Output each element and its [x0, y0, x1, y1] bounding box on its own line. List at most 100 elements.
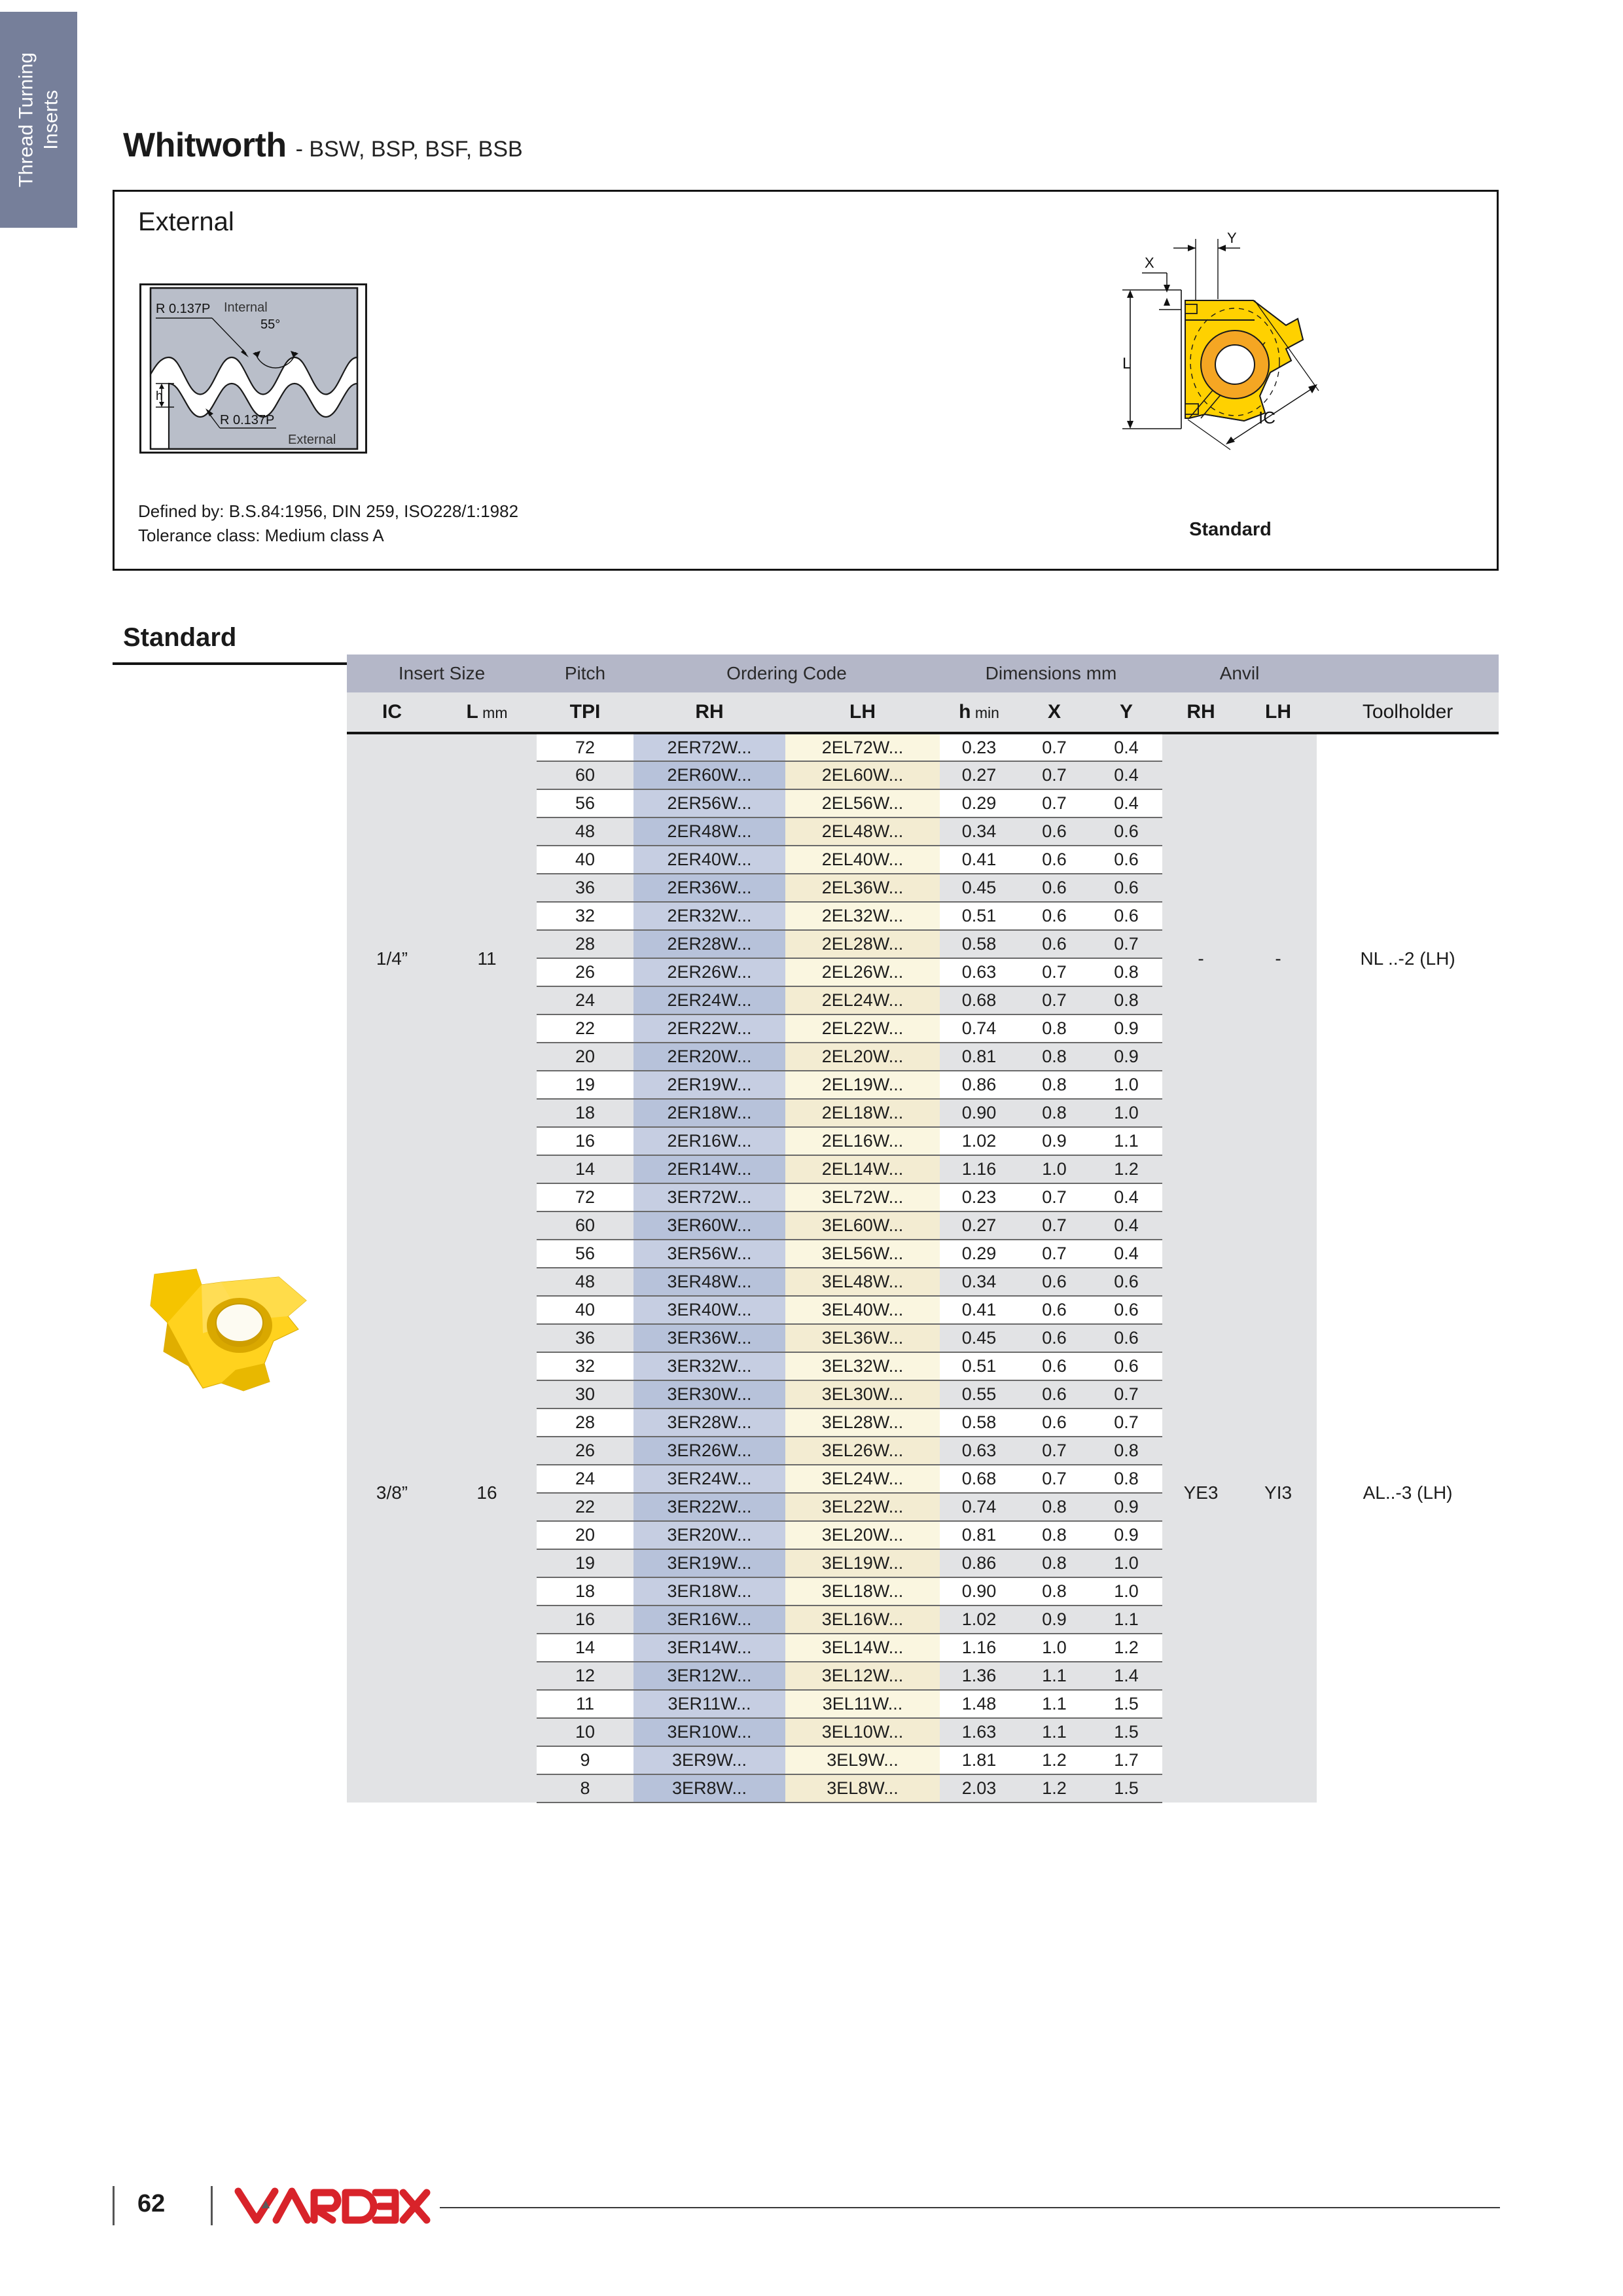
cell-ordering-code-lh: 3EL11W...	[785, 1690, 940, 1719]
cell-ordering-code-lh: 3EL28W...	[785, 1408, 940, 1437]
table-group-header-row: Insert Size Pitch Ordering Code Dimensio…	[347, 655, 1499, 692]
cell-dimension-y: 1.5	[1090, 1690, 1163, 1719]
section-tab-line2: Inserts	[40, 90, 62, 150]
cell-insert-size-l: 11	[437, 733, 537, 1183]
cell-ordering-code-rh: 3ER36W...	[633, 1324, 785, 1353]
cell-ordering-code-lh: 3EL20W...	[785, 1521, 940, 1550]
cell-dimension-x: 0.8	[1018, 1043, 1090, 1071]
table-row: 24 2ER24W... 2EL24W... 0.68 0.7 0.8	[347, 986, 1499, 1015]
cell-ordering-code-rh: 3ER16W...	[633, 1605, 785, 1634]
footer-divider-left	[113, 2186, 115, 2225]
cell-anvil-lh: -	[1240, 733, 1317, 1183]
thread-profile-diagram: h R 0.137P Internal 55° R 0.137P	[139, 283, 367, 454]
table-row: 3/8” 16 72 3ER72W... 3EL72W... 0.23 0.7 0.4 YE3 Y…	[347, 1183, 1499, 1803]
table-row: 16 3ER16W... 3EL16W... 1.02 0.9 1.1	[347, 1605, 1499, 1634]
cell-ordering-code-lh: 2EL19W...	[785, 1071, 940, 1100]
cell-dimension-h-min: 1.16	[940, 1634, 1018, 1662]
page-title: Whitworth - BSW, BSP, BSF, BSB	[123, 126, 523, 165]
cell-ordering-code-rh: 3ER14W...	[633, 1634, 785, 1662]
cell-tpi: 72	[537, 733, 633, 762]
standards-note: Defined by: B.S.84:1956, DIN 259, ISO228…	[138, 499, 518, 548]
cell-tpi: 20	[537, 1043, 633, 1071]
table-row: 26 3ER26W... 3EL26W... 0.63 0.7 0.8	[347, 1437, 1499, 1465]
cell-ordering-code-lh: 2EL18W...	[785, 1099, 940, 1128]
footer-divider-right	[211, 2186, 213, 2225]
cell-dimension-h-min: 0.45	[940, 874, 1018, 903]
cell-ordering-code-rh: 3ER9W...	[633, 1746, 785, 1775]
cell-dimension-h-min: 0.58	[940, 930, 1018, 959]
col-header-rh-code: RH	[633, 692, 785, 734]
table-row: 1/4” 11 72 2ER72W... 2EL72W... 0.23 0.7 0.4- - NL…	[347, 733, 1499, 1183]
svg-text:L: L	[1122, 355, 1131, 372]
cell-dimension-x: 0.7	[1018, 1437, 1090, 1465]
cell-dimension-h-min: 0.58	[940, 1408, 1018, 1437]
cell-dimension-x: 1.2	[1018, 1774, 1090, 1803]
cell-dimension-h-min: 1.02	[940, 1127, 1018, 1156]
tolerance-class-text: Tolerance class: Medium class A	[138, 525, 384, 545]
table-column-header-row: IC L mm TPI RH LH h min X Y RH LH Toolho…	[347, 692, 1499, 734]
cell-ordering-code-lh: 2EL24W...	[785, 986, 940, 1015]
svg-text:R 0.137P: R 0.137P	[156, 302, 210, 316]
insert-dimension-svg: Y X L	[1122, 230, 1319, 450]
footer-rule	[440, 2207, 1500, 2208]
cell-ordering-code-lh: 3EL48W...	[785, 1268, 940, 1297]
cell-ordering-code-rh: 3ER24W...	[633, 1465, 785, 1494]
cell-dimension-y: 1.0	[1090, 1071, 1163, 1100]
cell-ordering-code-lh: 3EL30W...	[785, 1380, 940, 1409]
table-row: 11 3ER11W... 3EL11W... 1.48 1.1 1.5	[347, 1690, 1499, 1719]
cell-tpi: 26	[537, 958, 633, 987]
table-row: 16 2ER16W... 2EL16W... 1.02 0.9 1.1	[347, 1127, 1499, 1156]
table-row: 8 3ER8W... 3EL8W... 2.03 1.2 1.5	[347, 1774, 1499, 1803]
group-header-pitch: Pitch	[537, 655, 633, 692]
col-header-toolholder: Toolholder	[1317, 692, 1499, 734]
cell-dimension-x: 0.6	[1018, 1352, 1090, 1381]
cell-dimension-x: 0.8	[1018, 1099, 1090, 1128]
table-row: 60 3ER60W... 3EL60W... 0.27 0.7 0.4	[347, 1211, 1499, 1240]
cell-dimension-y: 0.7	[1090, 1408, 1163, 1437]
section-tab-line1: Thread Turning	[15, 52, 37, 188]
cell-insert-size-ic: 1/4”	[347, 733, 437, 1183]
cell-ordering-code-lh: 3EL36W...	[785, 1324, 940, 1353]
cell-dimension-h-min: 0.45	[940, 1324, 1018, 1353]
table-row: 20 3ER20W... 3EL20W... 0.81 0.8 0.9	[347, 1521, 1499, 1550]
cell-tpi: 32	[537, 1352, 633, 1381]
cell-tpi: 72	[537, 1183, 633, 1212]
cell-tpi: 30	[537, 1380, 633, 1409]
cell-tpi: 56	[537, 789, 633, 818]
cell-ordering-code-rh: 2ER16W...	[633, 1127, 785, 1156]
cell-ordering-code-lh: 3EL12W...	[785, 1662, 940, 1691]
cell-ordering-code-rh: 3ER12W...	[633, 1662, 785, 1691]
cell-dimension-x: 0.7	[1018, 733, 1090, 762]
col-header-anvil-lh: LH	[1240, 692, 1317, 734]
cell-ordering-code-rh: 3ER28W...	[633, 1408, 785, 1437]
cell-tpi: 28	[537, 930, 633, 959]
cell-ordering-code-lh: 3EL32W...	[785, 1352, 940, 1381]
group-header-anvil: Anvil	[1162, 655, 1317, 692]
table-row: 40 2ER40W... 2EL40W... 0.41 0.6 0.6	[347, 846, 1499, 874]
page-title-subtitle: - BSW, BSP, BSF, BSB	[295, 137, 523, 162]
thread-profile-svg: h R 0.137P Internal 55° R 0.137P	[149, 287, 359, 450]
cell-dimension-x: 1.0	[1018, 1155, 1090, 1184]
insert-product-photo	[124, 1260, 321, 1430]
cell-dimension-y: 0.8	[1090, 1465, 1163, 1494]
cell-ordering-code-rh: 2ER56W...	[633, 789, 785, 818]
cell-ordering-code-lh: 3EL10W...	[785, 1718, 940, 1747]
table-row: 18 2ER18W... 2EL18W... 0.90 0.8 1.0	[347, 1099, 1499, 1128]
cell-ordering-code-lh: 2EL28W...	[785, 930, 940, 959]
section-heading: Standard	[123, 623, 237, 652]
cell-dimension-x: 0.6	[1018, 1380, 1090, 1409]
table-row: 48 2ER48W... 2EL48W... 0.34 0.6 0.6	[347, 817, 1499, 846]
cell-dimension-h-min: 0.86	[940, 1549, 1018, 1578]
cell-dimension-y: 1.0	[1090, 1099, 1163, 1128]
cell-dimension-h-min: 0.34	[940, 817, 1018, 846]
cell-anvil-lh: YI3	[1240, 1183, 1317, 1803]
cell-dimension-y: 0.6	[1090, 1352, 1163, 1381]
table-row: 24 3ER24W... 3EL24W... 0.68 0.7 0.8	[347, 1465, 1499, 1494]
cell-ordering-code-rh: 3ER19W...	[633, 1549, 785, 1578]
cell-tpi: 24	[537, 986, 633, 1015]
table-row: 28 3ER28W... 3EL28W... 0.58 0.6 0.7	[347, 1408, 1499, 1437]
group-header-blank	[1317, 655, 1499, 692]
cell-ordering-code-rh: 2ER26W...	[633, 958, 785, 987]
table-row: 20 2ER20W... 2EL20W... 0.81 0.8 0.9	[347, 1043, 1499, 1071]
cell-dimension-h-min: 0.41	[940, 846, 1018, 874]
